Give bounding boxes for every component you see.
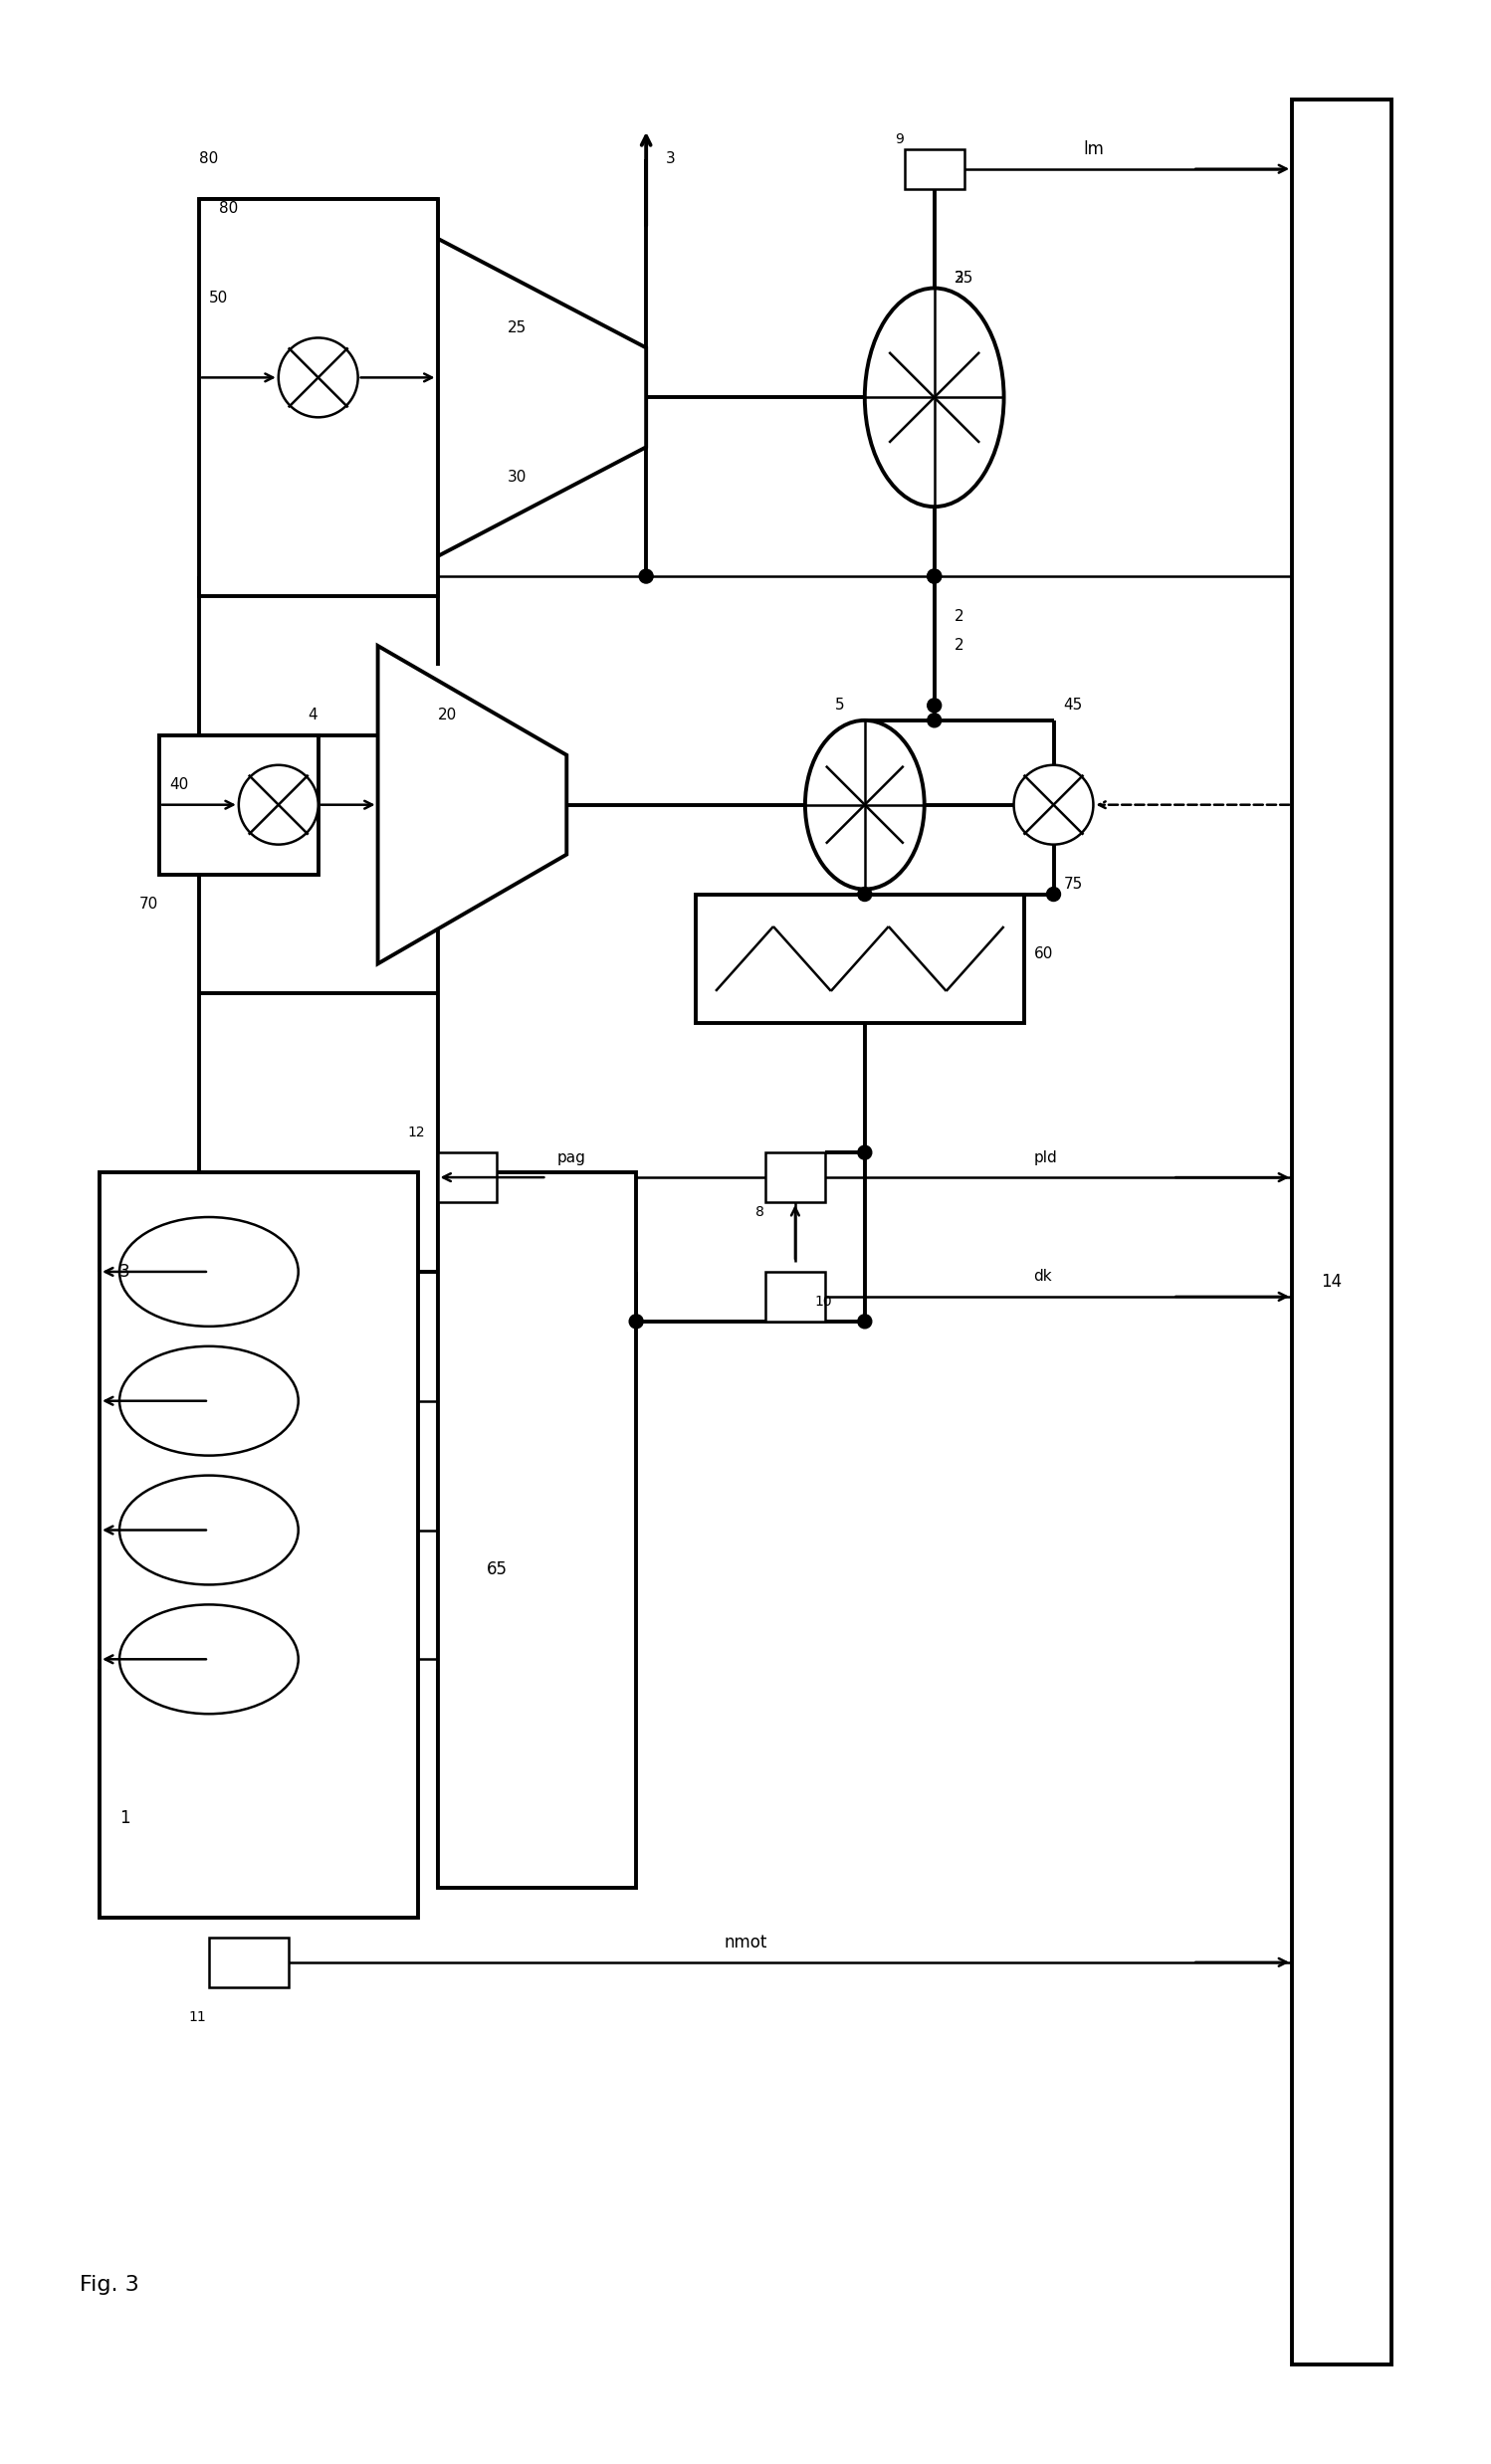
- Ellipse shape: [119, 1345, 298, 1456]
- Bar: [100, 1173, 417, 1917]
- Circle shape: [629, 1313, 643, 1328]
- Bar: [905, 148, 965, 190]
- Text: 50: 50: [209, 291, 228, 306]
- Text: lm: lm: [1082, 140, 1103, 158]
- Ellipse shape: [865, 288, 1003, 508]
- Polygon shape: [377, 646, 567, 963]
- Text: 30: 30: [507, 471, 526, 485]
- Bar: [160, 734, 318, 875]
- Ellipse shape: [279, 338, 358, 416]
- Polygon shape: [437, 239, 646, 557]
- Ellipse shape: [805, 719, 924, 890]
- Text: 45: 45: [1063, 697, 1082, 712]
- Circle shape: [857, 1146, 872, 1161]
- Text: 14: 14: [1321, 1274, 1342, 1291]
- Circle shape: [1047, 887, 1060, 902]
- Text: 10: 10: [816, 1294, 832, 1308]
- Text: 35: 35: [954, 271, 974, 286]
- Text: pag: pag: [556, 1151, 586, 1165]
- Text: 20: 20: [437, 707, 456, 722]
- Ellipse shape: [239, 764, 318, 845]
- Text: 80: 80: [198, 150, 218, 168]
- Ellipse shape: [119, 1476, 298, 1584]
- Text: 40: 40: [168, 779, 188, 793]
- Text: 75: 75: [1063, 877, 1082, 892]
- Bar: [765, 1271, 825, 1321]
- Text: pld: pld: [1033, 1151, 1057, 1165]
- Circle shape: [927, 569, 941, 584]
- Text: 5: 5: [835, 697, 844, 712]
- Text: 2: 2: [954, 638, 963, 653]
- Text: 65: 65: [486, 1560, 507, 1579]
- Text: 9: 9: [895, 133, 904, 145]
- Text: 12: 12: [407, 1126, 425, 1141]
- Text: 3: 3: [119, 1262, 130, 1281]
- Circle shape: [927, 715, 941, 727]
- Text: nmot: nmot: [725, 1934, 766, 1951]
- Ellipse shape: [1014, 764, 1093, 845]
- Bar: [198, 200, 437, 596]
- Text: dk: dk: [1033, 1269, 1053, 1284]
- Bar: [437, 1173, 637, 1887]
- Bar: [437, 1153, 497, 1202]
- Text: 70: 70: [139, 897, 158, 912]
- Bar: [209, 1937, 288, 1986]
- Bar: [696, 894, 1024, 1023]
- Text: 4: 4: [309, 707, 318, 722]
- Text: 11: 11: [189, 2011, 207, 2023]
- Bar: [765, 1153, 825, 1202]
- Text: Fig. 3: Fig. 3: [79, 2274, 139, 2294]
- Circle shape: [927, 697, 941, 712]
- Ellipse shape: [119, 1217, 298, 1326]
- Text: 25: 25: [507, 320, 526, 335]
- Text: 3: 3: [666, 150, 675, 168]
- Circle shape: [640, 569, 653, 584]
- Circle shape: [857, 1313, 872, 1328]
- Text: 2: 2: [954, 609, 963, 623]
- Bar: [1293, 99, 1391, 2365]
- Text: 80: 80: [219, 202, 239, 217]
- Text: 2: 2: [954, 271, 963, 286]
- Circle shape: [927, 569, 941, 584]
- Ellipse shape: [119, 1604, 298, 1715]
- Circle shape: [857, 887, 872, 902]
- Text: 60: 60: [1033, 946, 1053, 961]
- Text: 1: 1: [119, 1809, 130, 1828]
- Text: 8: 8: [756, 1205, 765, 1220]
